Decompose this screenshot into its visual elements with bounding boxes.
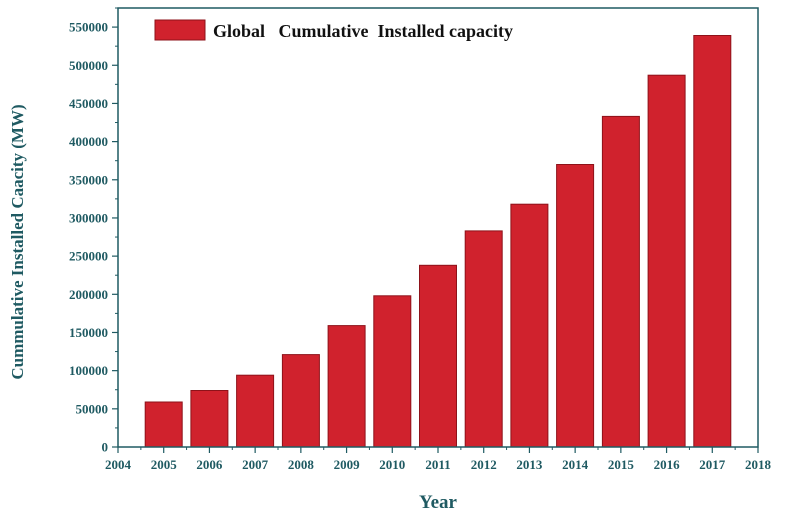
legend: Global Cumulative Installed capacity <box>154 19 513 41</box>
x-tick-label-2008: 2008 <box>288 457 315 472</box>
y-tick-label-500000: 500000 <box>69 58 108 73</box>
bar-2014 <box>556 164 595 448</box>
legend-swatch <box>154 19 206 41</box>
y-tick-label-200000: 200000 <box>69 287 108 302</box>
x-tick-label-2006: 2006 <box>196 457 223 472</box>
bar-2013 <box>510 203 549 448</box>
y-tick-labels: 0 50000 100000 150000 200000 250000 300000 3500… <box>69 20 108 455</box>
x-tick-label-2005: 2005 <box>151 457 178 472</box>
bars-group <box>144 35 732 448</box>
x-tick-labels: 2004 2005 2006 2007 2008 2009 2010 2011 2012 2013… <box>105 457 772 472</box>
x-axis-title: Year <box>419 492 458 513</box>
legend-label: Global Cumulative Installed capacity <box>213 21 513 41</box>
y-tick-label-150000: 150000 <box>69 325 108 340</box>
x-tick-label-2013: 2013 <box>516 457 543 472</box>
bar-2006 <box>190 390 229 448</box>
y-tick-label-0: 0 <box>102 440 109 455</box>
bar-2011 <box>419 264 457 448</box>
y-axis-title: Cummulative Installed Caacity (MW) <box>8 104 27 379</box>
bar-2005 <box>144 401 183 448</box>
x-tick-label-2011: 2011 <box>425 457 450 472</box>
y-tick-label-350000: 350000 <box>69 172 108 187</box>
axes-group <box>112 7 759 453</box>
y-tick-label-400000: 400000 <box>69 134 108 149</box>
y-tick-label-550000: 550000 <box>69 20 108 35</box>
x-tick-label-2015: 2015 <box>608 457 635 472</box>
bar-2016 <box>647 74 686 448</box>
x-tick-label-2014: 2014 <box>562 457 589 472</box>
bar-2008 <box>281 354 320 448</box>
bar-2012 <box>464 230 503 448</box>
bar-2015 <box>601 115 640 448</box>
y-tick-label-300000: 300000 <box>69 210 108 225</box>
bar-2009 <box>327 325 366 448</box>
x-tick-label-2018: 2018 <box>745 457 772 472</box>
x-tick-label-2009: 2009 <box>334 457 361 472</box>
x-tick-label-2004: 2004 <box>105 457 132 472</box>
x-tick-label-2012: 2012 <box>471 457 497 472</box>
bar-2007 <box>236 374 275 448</box>
y-tick-label-450000: 450000 <box>69 96 108 111</box>
x-tick-label-2010: 2010 <box>379 457 405 472</box>
y-tick-label-100000: 100000 <box>69 363 108 378</box>
x-tick-label-2017: 2017 <box>699 457 726 472</box>
y-tick-label-250000: 250000 <box>69 249 108 264</box>
x-tick-label-2016: 2016 <box>654 457 681 472</box>
bar-2010 <box>373 295 412 448</box>
x-tick-label-2007: 2007 <box>242 457 269 472</box>
y-tick-label-50000: 50000 <box>76 401 109 416</box>
bar-2017 <box>693 35 732 448</box>
